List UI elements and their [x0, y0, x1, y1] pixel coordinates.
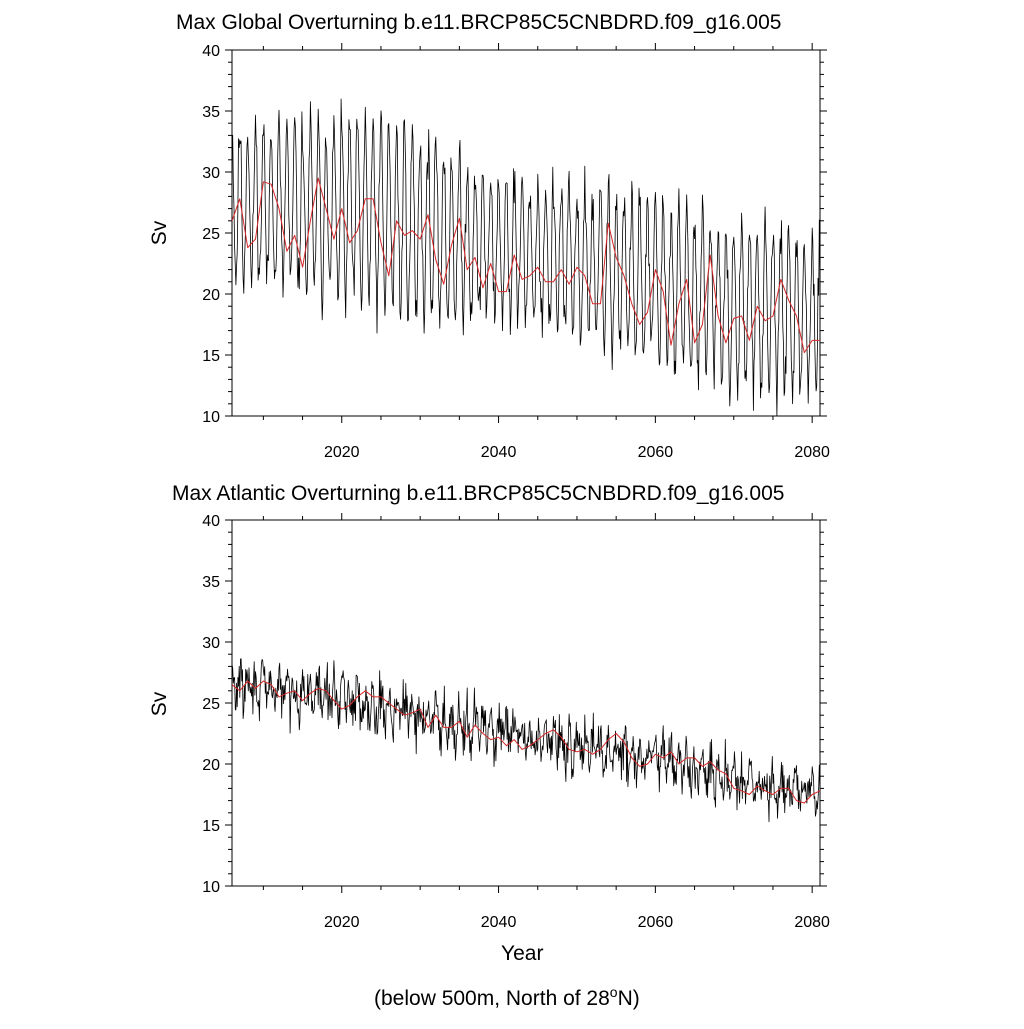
- degree-sign: o: [609, 984, 618, 1000]
- global-ytick-label: 40: [202, 43, 220, 60]
- global-overturning-panel: 10 15 20 25 30 35 40 2020 2040 2060 2080: [202, 43, 830, 461]
- global-xtick-label: 2080: [794, 444, 830, 461]
- footnote: (below 500m, North of 28oN): [374, 984, 640, 1011]
- x-axis-label: Year: [501, 942, 544, 965]
- global-ytick-label: 35: [202, 104, 220, 121]
- atlantic-ytick-label: 35: [202, 574, 220, 591]
- atlantic-ytick-label: 10: [202, 879, 220, 896]
- global-annual-mean-line: [231, 177, 820, 354]
- atlantic-overturning-panel: 10 15 20 25 30 35 40 2020 2040 2060 2080: [202, 513, 830, 931]
- global-chart-title: Max Global Overturning b.e11.BRCP85C5CNB…: [176, 11, 782, 34]
- footnote-text: (below 500m, North of 28: [374, 987, 610, 1010]
- global-ytick-label: 25: [202, 226, 220, 243]
- atlantic-xtick-label: 2040: [481, 914, 517, 931]
- atlantic-ytick-label: 25: [202, 696, 220, 713]
- global-y-axis-label: Sv: [148, 220, 171, 246]
- global-xtick-label: 2020: [324, 444, 360, 461]
- global-monthly-series-line: [231, 98, 821, 417]
- atlantic-monthly-series-line: [231, 658, 821, 823]
- atlantic-xtick-label: 2020: [324, 914, 360, 931]
- global-ytick-label: 20: [202, 287, 220, 304]
- atlantic-y-axis-label: Sv: [148, 691, 171, 717]
- atlantic-ytick-label: 30: [202, 635, 220, 652]
- global-plot-frame: [231, 49, 821, 417]
- global-ytick-label: 15: [202, 348, 220, 365]
- atlantic-annual-mean-line: [231, 680, 821, 804]
- atlantic-ytick-label: 40: [202, 513, 220, 530]
- atlantic-xtick-label: 2080: [794, 914, 830, 931]
- atlantic-ytick-label: 20: [202, 757, 220, 774]
- global-ytick-label: 30: [202, 165, 220, 182]
- global-xtick-label: 2060: [638, 444, 674, 461]
- atlantic-xtick-label: 2060: [638, 914, 674, 931]
- atlantic-chart-title: Max Atlantic Overturning b.e11.BRCP85C5C…: [172, 482, 785, 505]
- atlantic-ytick-label: 15: [202, 818, 220, 835]
- footnote-suffix: N): [617, 987, 640, 1010]
- global-xtick-label: 2040: [481, 444, 517, 461]
- global-ytick-label: 10: [202, 409, 220, 426]
